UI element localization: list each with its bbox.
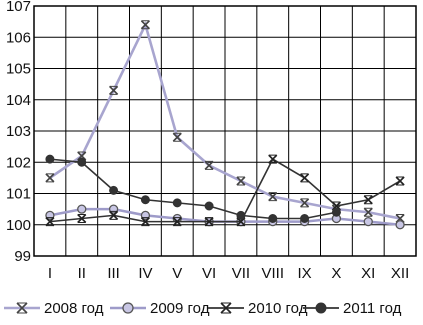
- data-point: [236, 176, 246, 186]
- series-line: [49, 158, 337, 220]
- x-axis-ticks: I II III IV V VI VII VIII IX X XI XII: [48, 265, 409, 282]
- data-point: [77, 204, 87, 214]
- x-tick-label: IV: [138, 265, 152, 282]
- data-point: [45, 173, 55, 183]
- series-line: [49, 21, 401, 220]
- data-point: [140, 195, 150, 205]
- y-tick-label: 105: [6, 61, 31, 78]
- x-tick-label: XI: [361, 265, 375, 282]
- data-point: [140, 217, 150, 227]
- data-point: [45, 217, 55, 227]
- y-tick-label: 101: [6, 186, 31, 203]
- data-point: [204, 217, 214, 227]
- data-point: [268, 154, 278, 164]
- series-line: [49, 158, 401, 223]
- x-tick-label: III: [107, 265, 120, 282]
- x-tick-label: V: [172, 265, 182, 282]
- x-tick-label: XII: [391, 265, 409, 282]
- legend-item: 2010 год: [208, 300, 308, 317]
- y-tick-label: 102: [6, 154, 31, 171]
- y-tick-label: 106: [6, 29, 31, 46]
- data-point: [300, 214, 310, 223]
- data-point: [363, 216, 373, 227]
- data-point: [300, 198, 310, 208]
- data-point: [204, 160, 214, 170]
- x-tick-label: IX: [297, 265, 311, 282]
- data-point: [172, 198, 182, 208]
- y-axis-ticks: 99 100 101 102 103 104 105 106 107: [6, 0, 31, 265]
- y-tick-label: 100: [6, 217, 31, 234]
- chart-legend: 2008 год 2009 год 2010 год 2011 год: [4, 300, 402, 317]
- data-point: [140, 20, 150, 30]
- x-tick-label: X: [331, 265, 341, 282]
- y-tick-label: 107: [6, 0, 31, 15]
- data-point: [77, 213, 87, 224]
- x-tick-label: II: [78, 265, 86, 282]
- chart-series: [45, 20, 405, 230]
- x-tick-label: VI: [202, 265, 216, 282]
- data-point: [300, 173, 310, 183]
- data-point: [363, 207, 373, 217]
- data-point: [331, 207, 341, 217]
- data-point: [268, 214, 278, 223]
- data-point: [77, 157, 87, 167]
- data-point: [109, 185, 119, 195]
- data-point: [109, 210, 119, 220]
- data-point: [172, 217, 182, 227]
- y-tick-label: 104: [6, 92, 31, 109]
- legend-label: 2011 год: [343, 300, 402, 317]
- series-2: [45, 154, 405, 227]
- chart-grid: [33, 5, 417, 257]
- data-point: [395, 220, 405, 230]
- series-3: [45, 154, 341, 223]
- data-point: [204, 201, 214, 211]
- legend-label: 2010 год: [248, 300, 308, 317]
- data-point: [236, 210, 246, 220]
- data-point: [172, 132, 182, 142]
- data-point: [395, 176, 405, 186]
- legend-item: 2009 год: [110, 300, 210, 317]
- legend-label: 2009 год: [150, 300, 210, 317]
- data-point: [109, 85, 119, 95]
- x-tick-label: I: [48, 265, 52, 282]
- legend-label: 2008 год: [44, 300, 104, 317]
- y-tick-label: 103: [6, 123, 31, 140]
- data-point: [363, 195, 373, 205]
- legend-item: 2008 год: [4, 300, 104, 317]
- legend-item: 2011 год: [303, 300, 402, 317]
- x-tick-label: VIII: [261, 265, 284, 282]
- y-tick-label: 99: [14, 248, 31, 265]
- data-point: [45, 154, 55, 164]
- data-point: [268, 192, 278, 202]
- x-tick-label: VII: [232, 265, 250, 282]
